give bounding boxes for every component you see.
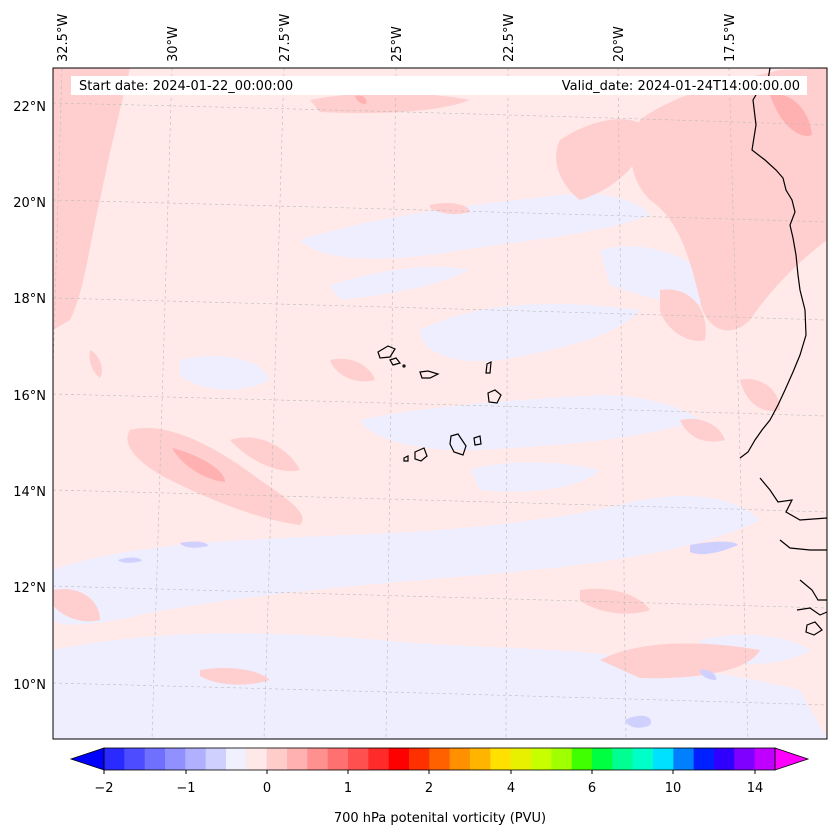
colorbar-cell (348, 748, 369, 770)
lon-label: 25°W (390, 26, 405, 62)
colorbar-tick-label: 4 (507, 781, 515, 796)
valid-date: Valid_date: 2024-01-24T14:00:00.00 (562, 79, 800, 94)
lat-label: 20°N (13, 196, 46, 211)
longitude-labels: 32.5°W 30°W 27.5°W 25°W 22.5°W 20°W 17.5… (56, 14, 738, 62)
colorbar-cell (653, 748, 674, 770)
lat-label: 16°N (13, 389, 46, 404)
colorbar-cell (409, 748, 430, 770)
colorbar-cell (714, 748, 735, 770)
colorbar: −2 −1 0 1 2 4 6 10 14 700 hPa potenital … (69, 747, 810, 826)
lat-label: 22°N (13, 100, 46, 115)
colorbar-cell (531, 748, 552, 770)
lon-label: 17.5°W (723, 14, 738, 62)
colorbar-tick-label: 6 (588, 781, 596, 796)
map-panel (53, 68, 827, 739)
colorbar-tick-label: 2 (425, 781, 433, 796)
colorbar-cell (490, 748, 512, 770)
colorbar-cell (104, 748, 125, 770)
colorbar-cell (592, 748, 613, 770)
colorbar-cell (429, 748, 451, 770)
latitude-labels: 22°N 20°N 18°N 16°N 14°N 12°N 10°N (13, 100, 46, 693)
colorbar-cell (287, 748, 308, 770)
lon-label: 30°W (166, 26, 181, 62)
header-box (71, 76, 807, 95)
colorbar-cell (612, 748, 634, 770)
colorbar-cell (185, 748, 207, 770)
lat-label: 18°N (13, 292, 46, 307)
colorbar-cell (510, 748, 532, 770)
colorbar-cell (571, 748, 593, 770)
lat-label: 14°N (13, 485, 46, 500)
lon-label: 20°W (612, 26, 627, 62)
colorbar-min-arrow (69, 747, 105, 771)
colorbar-cell (734, 748, 756, 770)
colorbar-cell (327, 748, 349, 770)
colorbar-ticks (103, 770, 756, 774)
map-frame (52, 67, 828, 740)
coastline (739, 68, 827, 636)
colorbar-cell (144, 748, 166, 770)
colorbar-cell (368, 748, 390, 770)
colorbar-tick-label: −2 (94, 781, 113, 796)
colorbar-cell (388, 748, 410, 770)
colorbar-max-arrow (774, 747, 810, 771)
colorbar-cell (632, 748, 654, 770)
colorbar-cell (449, 748, 471, 770)
colorbar-cell (226, 748, 247, 770)
cape-verde-islands (377, 345, 502, 462)
colorbar-tick-label: 14 (747, 781, 764, 796)
colorbar-cell (205, 748, 227, 770)
colorbar-tick-label: 10 (665, 781, 682, 796)
lat-label: 12°N (13, 581, 46, 596)
colorbar-frame (103, 747, 776, 771)
colorbar-cell (266, 748, 288, 770)
colorbar-tick-label: −1 (176, 781, 195, 796)
more-negative-pv-fill (118, 541, 738, 728)
start-date: Start date: 2024-01-22_00:00:00 (79, 79, 293, 94)
lon-label: 27.5°W (278, 14, 293, 62)
colorbar-cell (470, 748, 491, 770)
colorbar-cell (165, 748, 186, 770)
colorbar-cells (104, 748, 776, 770)
lon-label: 22.5°W (502, 14, 517, 62)
higher-pv-fill (172, 94, 812, 482)
colorbar-cell (124, 748, 146, 770)
colorbar-cell (551, 748, 573, 770)
colorbar-label: 700 hPa potenital vorticity (PVU) (334, 811, 546, 826)
graticule (53, 68, 827, 739)
lon-label: 32.5°W (56, 14, 71, 62)
colorbar-tick-labels: −2 −1 0 1 2 4 6 10 14 (94, 781, 763, 796)
positive-pv-fill (53, 68, 827, 685)
colorbar-cell (693, 748, 715, 770)
colorbar-cell (307, 748, 329, 770)
lat-label: 10°N (13, 678, 46, 693)
colorbar-cell (246, 748, 268, 770)
colorbar-tick-label: 1 (344, 781, 352, 796)
colorbar-tick-label: 0 (263, 781, 271, 796)
colorbar-cell (673, 748, 695, 770)
colorbar-cell (754, 748, 776, 770)
